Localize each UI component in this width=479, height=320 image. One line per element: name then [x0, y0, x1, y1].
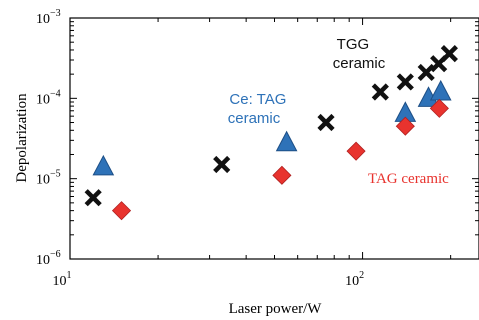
annotation-tgg-ceramic: TGG ceramic — [333, 36, 386, 72]
y-axis-label: Depolarization — [14, 93, 30, 183]
tgg-ceramic-point — [440, 45, 458, 63]
tgg-ceramic-point — [213, 155, 231, 174]
x-tick-label: 102 — [345, 270, 364, 289]
y-tick-label: 10−3 — [36, 8, 61, 27]
x-axis-label: Laser power/W — [229, 301, 323, 317]
x-tick-label: 101 — [53, 270, 72, 289]
tgg-ceramic-point — [317, 113, 335, 132]
annotation-ce-tag-line1: Ce: TAG — [229, 91, 286, 108]
tag-ceramic-point — [272, 165, 292, 185]
annotation-tag-ceramic: TAG ceramic — [368, 171, 449, 187]
x-axis-ticks: 101 102 — [53, 18, 452, 289]
annotation-tgg-line2: ceramic — [333, 55, 386, 72]
tag-ceramic-point — [111, 201, 132, 221]
y-tick-label: 10−4 — [36, 88, 61, 107]
annotation-tgg-line1: TGG — [337, 36, 370, 53]
tag-ceramic-point — [395, 116, 415, 136]
tgg-ceramic-point — [371, 83, 389, 101]
data-marks — [84, 45, 458, 221]
y-axis-ticks: 10−6 10−5 10−4 10−3 — [36, 8, 479, 268]
y-tick-label: 10−6 — [36, 249, 61, 268]
tgg-ceramic-point — [84, 189, 102, 207]
tgg-ceramic-point — [396, 73, 414, 91]
ce-tag-ceramic-point — [429, 79, 452, 101]
y-tick-exponent: −6 — [50, 249, 61, 260]
plot-frame — [69, 17, 479, 260]
x-tick-exponent: 2 — [359, 270, 364, 281]
ce-tag-ceramic-point — [92, 154, 115, 176]
y-tick-exponent: −3 — [50, 8, 61, 19]
tag-ceramic-point — [346, 141, 366, 161]
x-tick-exponent: 1 — [67, 270, 72, 281]
tag-ceramic-point — [429, 98, 449, 118]
tgg-ceramic-point — [417, 63, 435, 82]
annotation-ce-tag-ceramic: Ce: TAG ceramic — [228, 91, 291, 127]
y-tick-exponent: −5 — [50, 169, 61, 180]
y-tick-label: 10−5 — [36, 169, 61, 188]
y-tick-exponent: −4 — [50, 88, 61, 99]
ce-tag-ceramic-point — [275, 130, 298, 152]
annotation-ce-tag-line2: ceramic — [228, 110, 281, 127]
